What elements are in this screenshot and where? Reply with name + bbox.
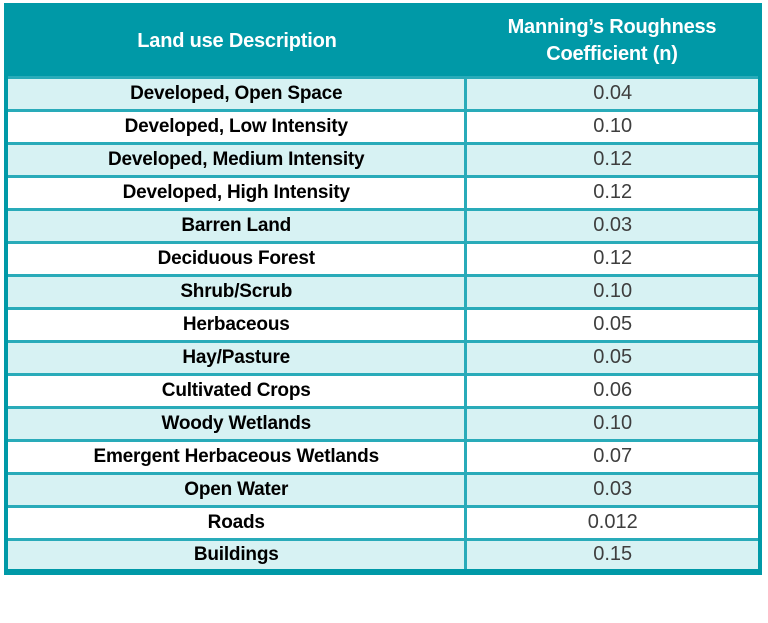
table-row: Emergent Herbaceous Wetlands 0.07: [4, 438, 762, 475]
table-row: Woody Wetlands 0.10: [4, 405, 762, 442]
table-row: Buildings 0.15: [4, 537, 762, 574]
table-row: Developed, Medium Intensity 0.12: [4, 141, 762, 178]
header-row: Land use Description Manning’s Roughness…: [6, 5, 760, 77]
coefficient-cell: 0.10: [464, 273, 762, 310]
land-use-cell: Developed, Low Intensity: [4, 108, 468, 145]
table-row: Shrub/Scrub 0.10: [4, 273, 762, 310]
land-use-cell: Cultivated Crops: [4, 372, 468, 409]
coefficient-cell: 0.12: [464, 141, 762, 178]
land-use-cell: Hay/Pasture: [4, 339, 468, 376]
table-row: Deciduous Forest 0.12: [4, 240, 762, 277]
land-use-cell: Herbaceous: [4, 306, 468, 343]
land-use-cell: Deciduous Forest: [4, 240, 468, 277]
column-header-land-use: Land use Description: [6, 5, 466, 77]
land-use-cell: Open Water: [4, 471, 468, 508]
table-row: Barren Land 0.03: [4, 207, 762, 244]
table-row: Developed, High Intensity 0.12: [4, 174, 762, 211]
table-row: Hay/Pasture 0.05: [4, 339, 762, 376]
table-row: Developed, Low Intensity 0.10: [4, 108, 762, 145]
land-use-cell: Roads: [4, 504, 468, 541]
coefficient-cell: 0.10: [464, 108, 762, 145]
coefficient-cell: 0.12: [464, 174, 762, 211]
coefficient-cell: 0.07: [464, 438, 762, 475]
table-row: Cultivated Crops 0.06: [4, 372, 762, 409]
coefficient-cell: 0.05: [464, 339, 762, 376]
table-body: Developed, Open Space 0.04 Developed, Low …: [4, 75, 762, 574]
coefficient-cell: 0.15: [464, 537, 762, 574]
coefficient-cell: 0.03: [464, 207, 762, 244]
coefficient-cell: 0.04: [464, 75, 762, 112]
coefficient-cell: 0.03: [464, 471, 762, 508]
table-header: Land use Description Manning’s Roughness…: [6, 5, 760, 77]
land-use-cell: Woody Wetlands: [4, 405, 468, 442]
land-use-cell: Developed, Open Space: [4, 75, 468, 112]
land-use-cell: Buildings: [4, 537, 468, 574]
table-row: Herbaceous 0.05: [4, 306, 762, 343]
land-use-cell: Shrub/Scrub: [4, 273, 468, 310]
coefficient-cell: 0.10: [464, 405, 762, 442]
table-row: Open Water 0.03: [4, 471, 762, 508]
column-header-manning-coefficient: Manning’s Roughness Coefficient (n): [465, 5, 760, 77]
land-use-cell: Developed, Medium Intensity: [4, 141, 468, 178]
coefficient-cell: 0.05: [464, 306, 762, 343]
coefficient-cell: 0.06: [464, 372, 762, 409]
table-row: Developed, Open Space 0.04: [4, 75, 762, 112]
land-use-cell: Developed, High Intensity: [4, 174, 468, 211]
coefficient-cell: 0.12: [464, 240, 762, 277]
land-use-roughness-table: Land use Description Manning’s Roughness…: [4, 3, 762, 575]
land-use-cell: Emergent Herbaceous Wetlands: [4, 438, 468, 475]
land-use-cell: Barren Land: [4, 207, 468, 244]
coefficient-cell: 0.012: [464, 504, 762, 541]
table-row: Roads 0.012: [4, 504, 762, 541]
